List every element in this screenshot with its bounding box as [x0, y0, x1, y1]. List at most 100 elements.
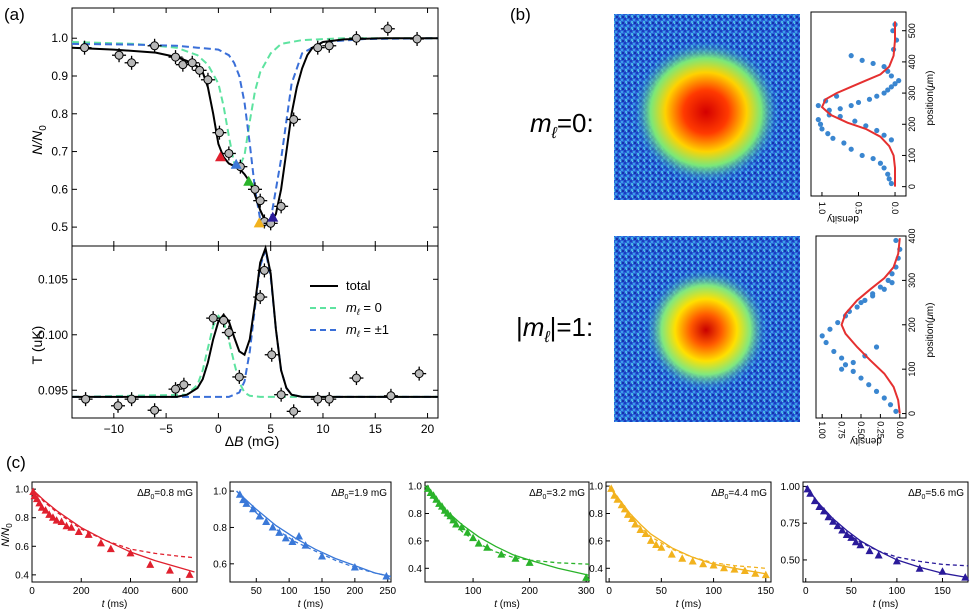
decay-point — [249, 504, 257, 513]
decay-y-tick-label: 1.0 — [408, 482, 422, 493]
decay-point — [37, 503, 46, 511]
profile-y-tick-label: 0 — [907, 184, 917, 189]
decay-point — [607, 484, 616, 492]
decay-point — [235, 490, 244, 498]
panel-a-top-chart: 0.5 0.6 0.7 0.8 0.9 1.0 — [51, 7, 439, 247]
data-point — [150, 41, 160, 51]
profile-point — [842, 362, 849, 368]
decay-point — [652, 540, 661, 549]
decay-xlabel-unit: (ms) — [301, 599, 324, 610]
profile-y-tick-label: 300 — [907, 86, 917, 101]
profile-x-tick-label: 0.75 — [837, 421, 847, 439]
decay-point — [62, 521, 71, 530]
decay-y-tick-label: 0.4 — [589, 564, 603, 575]
profile-m1-xlabel: density — [850, 435, 882, 446]
label-delta: Δ — [908, 488, 915, 499]
label-sub: 0 — [724, 494, 728, 501]
profile-point — [850, 359, 856, 366]
decay-point — [52, 516, 61, 524]
data-point — [276, 390, 286, 400]
decay-xlabel-t: t — [102, 599, 106, 610]
decay-xlabel: t (ms) — [102, 599, 128, 610]
decay-y-tick-label: 1.0 — [15, 485, 29, 496]
profile-point — [863, 123, 869, 129]
decay-point — [474, 539, 483, 547]
profile-point — [888, 73, 894, 79]
profile-point — [815, 102, 821, 109]
panel-a-bottom-chart: 0.095 0.100 0.105 −10 −5 0 5 10 15 20 — [38, 244, 439, 436]
triangle-marker — [243, 175, 255, 186]
label-sub: 0 — [542, 494, 546, 501]
decay-x-tick-label: 250 — [379, 586, 396, 597]
decay-y-tick-label: 0.6 — [15, 542, 29, 553]
profile-y-tick-label: 200 — [907, 117, 917, 132]
decay-point — [610, 491, 619, 499]
decay-point — [824, 512, 833, 521]
decay-point — [301, 541, 310, 549]
series-line-m0 — [71, 37, 438, 169]
decay-xlabel-unit: (ms) — [497, 599, 520, 610]
panel-label-b: (b) — [510, 5, 531, 24]
data-point — [224, 328, 234, 338]
decay-x-tick-label: 100 — [889, 586, 906, 597]
data-point — [150, 405, 160, 415]
label-value: =3.2 mG — [546, 488, 585, 499]
profile-point — [859, 57, 865, 63]
data-point — [234, 372, 244, 382]
data-point — [80, 43, 90, 53]
label-delta: Δ — [529, 488, 536, 499]
decay-y-tick-label: 0.8 — [408, 509, 422, 520]
profile-point — [873, 388, 880, 394]
decay-point — [806, 489, 815, 497]
decay-point — [628, 514, 637, 522]
decay-point — [262, 517, 271, 525]
x-tick-label: 0 — [215, 422, 222, 436]
triangle-marker — [267, 211, 279, 222]
decay-x-tick-label: 0 — [803, 586, 809, 597]
profile-point — [885, 277, 891, 283]
label-value: =5.6 mG — [925, 488, 964, 499]
decay-x-tick-label: 50 — [251, 586, 263, 597]
data-point — [171, 52, 181, 62]
decay-point — [829, 517, 838, 525]
decay-label: ΔB0=5.6 mG — [908, 488, 964, 501]
x-tick-label: −10 — [104, 422, 125, 436]
decay-x-tick-label: 0 — [606, 586, 612, 597]
label-sub: 0 — [344, 494, 348, 501]
decay-point — [463, 528, 472, 536]
decay-xlabel-t: t — [676, 599, 680, 610]
profile-point — [870, 60, 876, 67]
label-delta: Δ — [711, 488, 718, 499]
profile-point — [848, 53, 854, 59]
decay-x-tick-label: 150 — [757, 586, 774, 597]
decay-point — [268, 522, 277, 531]
profile-point — [858, 375, 864, 381]
data-point — [81, 394, 91, 404]
legend-label-total: total — [346, 278, 371, 293]
profile-point — [841, 140, 847, 146]
y-tick-label: 0.105 — [38, 272, 68, 286]
decay-point — [423, 484, 432, 492]
decay-point — [318, 552, 326, 560]
decay-y-tick-label: 1.0 — [589, 482, 603, 493]
decay-point — [146, 560, 155, 568]
legend-label-m1: mℓ = ±1 — [346, 322, 389, 339]
decay-point — [185, 570, 194, 578]
decay-point — [892, 556, 901, 565]
data-point — [214, 128, 224, 138]
decay-point — [761, 570, 770, 579]
label-sub: 0 — [921, 494, 925, 501]
decay-fit2-line — [424, 485, 590, 565]
decay-label: ΔB0=0.8 mG — [137, 488, 193, 501]
decay-chart-3: 0.4 0.6 0.8 1.0 100 200 300 t (ms) ΔB0=3.2 mG — [408, 481, 595, 610]
decay-point — [449, 515, 458, 524]
decay-xlabel: t (ms) — [873, 599, 899, 610]
decay-xlabel: t (ms) — [494, 599, 520, 610]
decay-point — [288, 537, 297, 545]
label-delta: Δ — [331, 488, 338, 499]
decay-point — [446, 511, 455, 520]
profile-point — [817, 121, 824, 127]
profile-x-tick-label: 0.00 — [895, 421, 905, 439]
